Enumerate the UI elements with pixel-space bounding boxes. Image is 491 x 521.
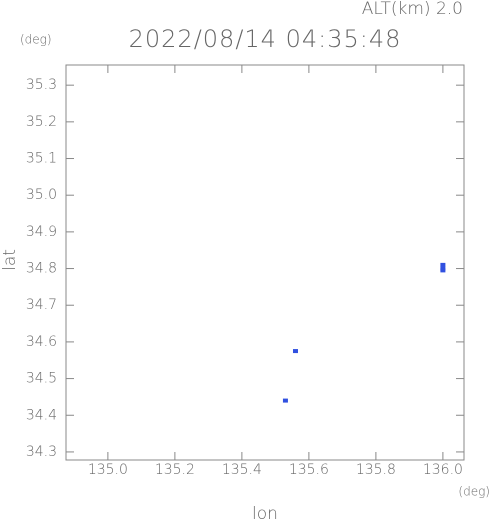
x-axis-label: lon <box>252 504 278 521</box>
y-tick-label: 34.7 <box>26 297 57 313</box>
y-tick-label: 34.5 <box>26 371 57 387</box>
y-tick-label: 34.4 <box>26 407 57 423</box>
y-tick-label: 34.8 <box>26 261 57 277</box>
point <box>292 349 298 354</box>
point <box>440 268 446 273</box>
y-tick-label: 35.1 <box>26 151 57 167</box>
point <box>440 262 446 267</box>
plot-frame <box>65 64 465 461</box>
y-axis-label: lat <box>0 249 20 271</box>
y-tick-label: 34.9 <box>26 224 57 240</box>
chart-title: 2022/08/14 04:35:48 <box>129 25 402 53</box>
y-tick-label: 34.3 <box>26 444 57 460</box>
y-tick-label: 35.0 <box>26 187 57 203</box>
y-unit: (deg) <box>20 33 52 47</box>
x-tick-label: 135.2 <box>155 462 195 478</box>
x-tick-label: 135.8 <box>356 462 396 478</box>
subtitle: ALT(km) 2.0 <box>362 0 463 19</box>
y-tick-label: 34.6 <box>26 334 57 350</box>
point <box>282 398 288 403</box>
x-tick-label: 135.4 <box>222 462 262 478</box>
y-tick-label: 35.3 <box>26 77 57 93</box>
x-tick-label: 135.6 <box>289 462 329 478</box>
x-tick-label: 136.0 <box>423 462 463 478</box>
x-tick-label: 135.0 <box>88 462 128 478</box>
y-tick-label: 35.2 <box>26 114 57 130</box>
x-unit: (deg) <box>458 485 490 499</box>
